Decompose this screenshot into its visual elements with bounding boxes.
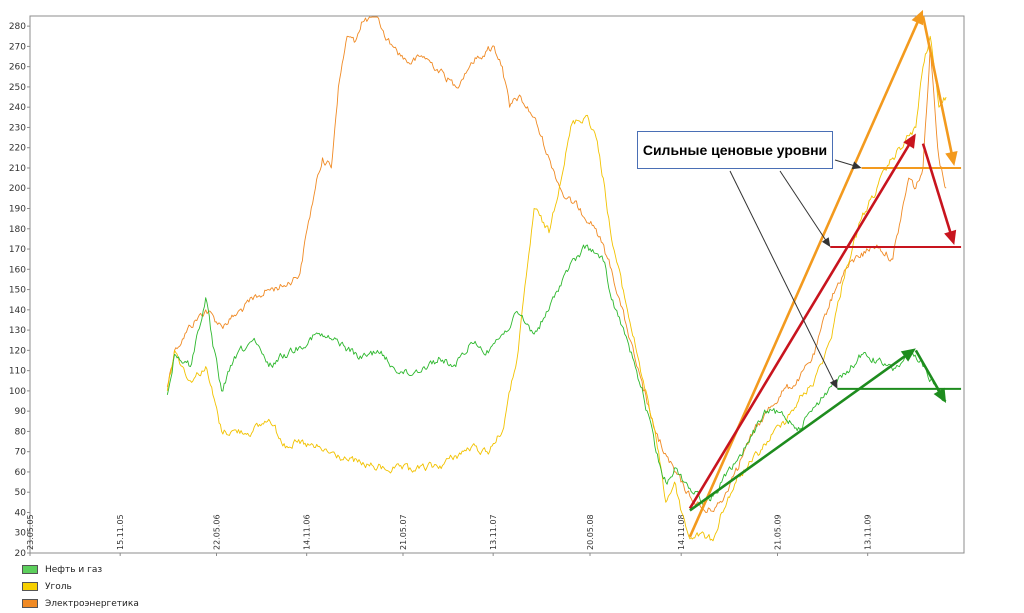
x-tick-label: 21.05.07 xyxy=(399,514,408,550)
y-tick-label: 80 xyxy=(15,427,27,437)
callout-pointer-2 xyxy=(729,170,835,383)
y-tick-label: 210 xyxy=(9,164,26,174)
x-tick-label: 22.05.06 xyxy=(212,514,221,550)
y-tick-label: 220 xyxy=(9,144,26,154)
annotation-callout: Сильные ценовые уровни xyxy=(637,131,833,169)
y-tick-label: 160 xyxy=(9,265,26,275)
trend-arrow-0 xyxy=(688,19,920,538)
y-tick-label: 230 xyxy=(9,123,26,133)
trend-arrow-4-head xyxy=(900,348,916,362)
annotation-layer xyxy=(688,9,962,538)
callout-pointer-0 xyxy=(834,159,855,167)
trend-arrow-2 xyxy=(688,142,912,510)
y-tick-label: 200 xyxy=(9,184,26,194)
legend-label-coal: Уголь xyxy=(45,581,72,592)
legend-swatch-oil-gas xyxy=(22,565,38,574)
trend-arrow-2-head xyxy=(903,133,916,149)
y-tick-label: 180 xyxy=(9,225,26,235)
y-tick-label: 170 xyxy=(9,245,26,255)
y-tick-label: 240 xyxy=(9,103,26,113)
series-line-2 xyxy=(166,16,947,513)
x-tick-label: 13.11.09 xyxy=(864,514,873,550)
y-tick-label: 270 xyxy=(9,42,26,52)
y-tick-label: 20 xyxy=(15,549,27,559)
y-tick-label: 50 xyxy=(15,488,27,498)
y-tick-label: 140 xyxy=(9,306,26,316)
legend-swatch-coal xyxy=(22,582,38,591)
trend-arrow-1 xyxy=(921,15,954,156)
y-tick-label: 70 xyxy=(15,448,27,458)
y-tick-label: 100 xyxy=(9,387,26,397)
y-tick-label: 190 xyxy=(9,205,26,215)
series-line-0 xyxy=(166,244,947,506)
callout-pointer-1 xyxy=(779,170,827,242)
trend-arrow-3-head xyxy=(944,229,957,245)
trend-arrow-5 xyxy=(914,349,942,394)
callout-pointer-2-head xyxy=(829,378,838,389)
annotation-text: Сильные ценовые уровни xyxy=(642,142,828,158)
y-tick-label: 120 xyxy=(9,346,26,356)
grid-layer: 20 30 40 50 60 70 80 90 100 110 120 130 140 150 160 170… xyxy=(9,22,873,559)
legend-label-oil-gas: Нефть и газ xyxy=(45,564,103,575)
y-tick-label: 110 xyxy=(9,367,26,377)
x-tick-label: 15.11.05 xyxy=(116,514,125,550)
y-tick-label: 60 xyxy=(15,468,27,478)
x-tick-label: 14.11.06 xyxy=(303,514,312,550)
x-tick-label: 14.11.08 xyxy=(677,514,686,550)
x-tick-label: 13.11.07 xyxy=(489,514,498,550)
legend-item-coal: Уголь xyxy=(22,578,139,595)
y-tick-label: 260 xyxy=(9,63,26,73)
legend-label-power: Электроэнергетика xyxy=(45,598,139,609)
y-tick-label: 40 xyxy=(15,508,27,518)
trend-arrow-4 xyxy=(689,353,908,512)
callout-pointer-0-head xyxy=(851,161,862,170)
legend-swatch-power xyxy=(22,599,38,608)
callout-pointer-1-head xyxy=(821,237,831,248)
series-layer xyxy=(166,16,947,542)
y-tick-label: 250 xyxy=(9,83,26,93)
y-tick-label: 150 xyxy=(9,286,26,296)
plot-area xyxy=(29,15,965,554)
x-tick-label: 20.05.08 xyxy=(586,514,595,550)
series-line-1 xyxy=(166,35,947,542)
legend-item-oil-gas: Нефть и газ xyxy=(22,561,139,578)
trend-arrow-0-head xyxy=(911,9,924,26)
legend: Нефть и газ Уголь Электроэнергетика xyxy=(22,561,139,612)
y-tick-label: 90 xyxy=(15,407,27,417)
trend-arrow-3 xyxy=(921,143,953,235)
x-tick-label: 23.05.05 xyxy=(26,514,35,550)
x-tick-label: 21.05.09 xyxy=(774,514,783,550)
trend-arrow-1-head xyxy=(945,150,958,166)
y-tick-label: 280 xyxy=(9,22,26,32)
y-tick-label: 30 xyxy=(15,529,27,539)
legend-item-power: Электроэнергетика xyxy=(22,595,139,612)
trend-arrow-5-head xyxy=(933,387,947,404)
y-tick-label: 130 xyxy=(9,326,26,336)
